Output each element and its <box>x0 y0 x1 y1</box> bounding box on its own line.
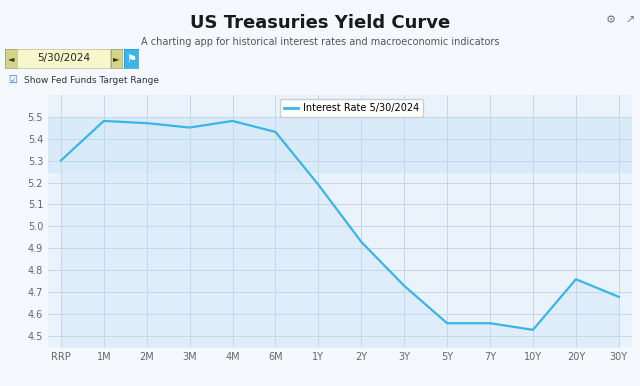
Text: Show Fed Funds Target Range: Show Fed Funds Target Range <box>24 76 159 85</box>
Text: ◄: ◄ <box>8 54 14 63</box>
Text: 5/30/2024: 5/30/2024 <box>37 53 90 63</box>
Bar <box>48 117 632 171</box>
Text: ☑: ☑ <box>8 75 17 85</box>
Text: A charting app for historical interest rates and macroeconomic indicators: A charting app for historical interest r… <box>141 37 499 47</box>
Text: ↗: ↗ <box>626 15 635 25</box>
Legend: Interest Rate 5/30/2024: Interest Rate 5/30/2024 <box>280 100 423 117</box>
Text: US Treasuries Yield Curve: US Treasuries Yield Curve <box>190 14 450 32</box>
Text: ⚙: ⚙ <box>606 15 616 25</box>
Text: ⚑: ⚑ <box>126 53 136 63</box>
Text: ►: ► <box>113 54 120 63</box>
